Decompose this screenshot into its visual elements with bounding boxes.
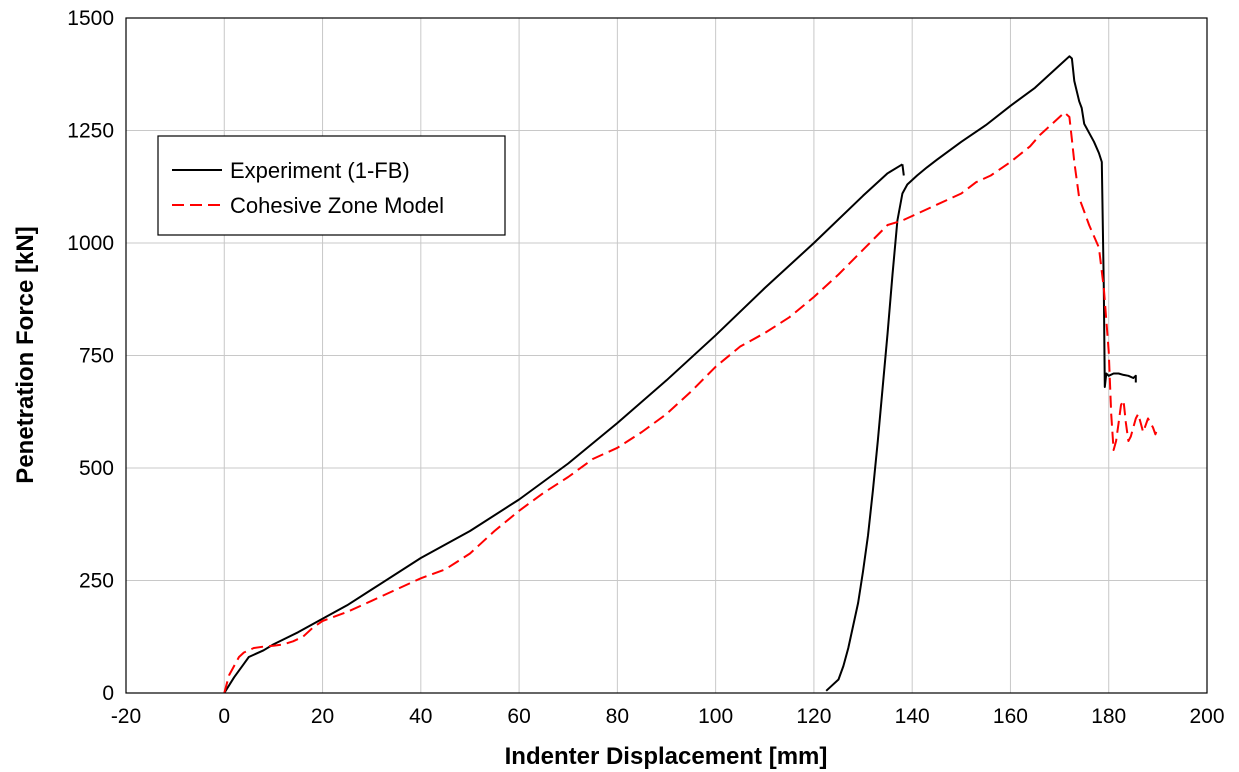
y-tick-label: 0 (102, 682, 114, 705)
x-tick-label: 200 (1189, 705, 1224, 728)
x-tick-labels: -20 0 20 40 60 80 100 120 140 160 180 200 (111, 705, 1225, 728)
y-tick-labels: 0 250 500 750 1000 1250 1500 (67, 7, 114, 705)
y-tick-label: 1000 (67, 232, 114, 255)
series-line-experiment-segment (901, 164, 905, 176)
legend-box (157, 135, 506, 236)
legend-label-cohesive-zone-model: Cohesive Zone Model (230, 193, 444, 218)
x-tick-label: 0 (218, 705, 230, 728)
x-tick-label: 100 (698, 705, 733, 728)
x-tick-label: -20 (111, 705, 141, 728)
x-tick-label: 120 (796, 705, 831, 728)
x-tick-label: 20 (311, 705, 334, 728)
x-tick-label: 60 (507, 705, 530, 728)
y-tick-label: 250 (79, 570, 114, 593)
x-tick-label: 80 (606, 705, 629, 728)
y-axis-title: Penetration Force [kN] (12, 226, 39, 483)
series-layer (223, 55, 1159, 694)
y-tick-label: 1500 (67, 7, 114, 30)
x-tick-label: 40 (409, 705, 432, 728)
series-line-cohesive-zone-model (223, 111, 1159, 694)
x-tick-label: 180 (1091, 705, 1126, 728)
plot-border (125, 17, 1208, 694)
x-tick-label: 140 (895, 705, 930, 728)
x-axis-title: Indenter Displacement [mm] (505, 743, 828, 770)
x-tick-label: 160 (993, 705, 1028, 728)
legend: Experiment (1-FB) Cohesive Zone Model (157, 135, 506, 236)
legend-label-experiment: Experiment (1-FB) (230, 158, 410, 183)
y-tick-label: 750 (79, 345, 114, 368)
series-line-experiment (223, 163, 903, 694)
y-tick-label: 1250 (67, 120, 114, 143)
y-tick-label: 500 (79, 457, 114, 480)
series-line-experiment-segment (825, 55, 1137, 692)
